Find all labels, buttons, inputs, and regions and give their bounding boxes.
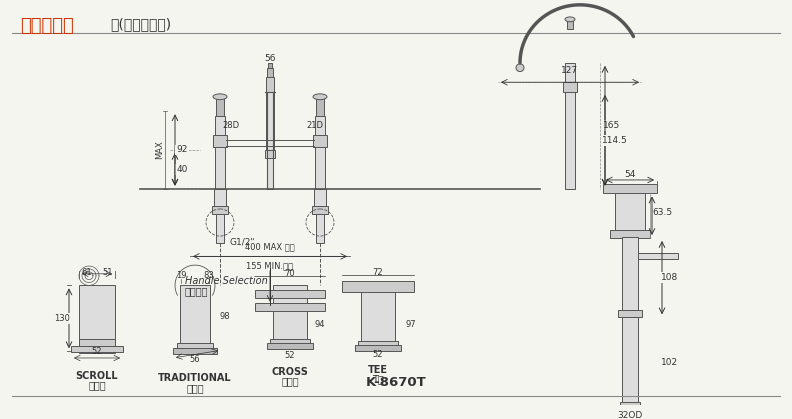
Text: 51: 51: [102, 268, 112, 277]
Bar: [315, 116, 325, 189]
Text: 古典型: 古典型: [186, 383, 204, 393]
Bar: [79, 285, 115, 353]
Bar: [216, 214, 224, 243]
Bar: [268, 63, 272, 68]
Text: 52: 52: [373, 349, 383, 359]
Bar: [173, 348, 217, 354]
Text: 61: 61: [82, 268, 92, 277]
Text: 98: 98: [220, 312, 230, 321]
Text: 155 MIN.最小: 155 MIN.最小: [246, 261, 294, 270]
Text: 56: 56: [265, 54, 276, 62]
Ellipse shape: [565, 17, 575, 22]
Bar: [312, 206, 328, 214]
Bar: [265, 150, 275, 158]
Bar: [213, 135, 227, 147]
Text: 92: 92: [177, 145, 188, 155]
Text: 108: 108: [661, 273, 679, 282]
Text: K-8670T: K-8670T: [366, 376, 426, 389]
Bar: [255, 303, 325, 310]
Bar: [267, 344, 313, 349]
Text: 52: 52: [285, 351, 295, 360]
Bar: [266, 92, 274, 150]
Text: SCROLL: SCROLL: [76, 370, 118, 380]
Text: TEE: TEE: [368, 365, 388, 375]
Bar: [361, 282, 395, 345]
Bar: [603, 184, 657, 194]
Text: MAX: MAX: [155, 141, 164, 159]
Bar: [615, 194, 645, 232]
Text: 72: 72: [373, 268, 383, 277]
Bar: [267, 158, 273, 189]
Text: 97: 97: [406, 320, 417, 328]
Bar: [355, 345, 401, 351]
Bar: [255, 290, 325, 298]
Text: TRADITIONAL: TRADITIONAL: [158, 373, 232, 383]
Text: 52: 52: [92, 347, 102, 356]
Bar: [567, 19, 573, 29]
Text: G1/2": G1/2": [230, 238, 256, 246]
Bar: [316, 97, 324, 116]
Bar: [216, 97, 224, 116]
Text: 165: 165: [604, 121, 621, 130]
Text: 54: 54: [624, 170, 636, 179]
Bar: [79, 339, 115, 347]
Text: 400 MAX 最大: 400 MAX 最大: [246, 243, 295, 251]
Bar: [215, 116, 225, 189]
Bar: [622, 237, 638, 314]
Ellipse shape: [313, 94, 327, 100]
Text: 83: 83: [204, 271, 215, 280]
Bar: [212, 206, 228, 214]
Bar: [563, 82, 577, 92]
Bar: [313, 135, 327, 147]
Bar: [267, 68, 273, 78]
Text: 102: 102: [661, 358, 679, 367]
Bar: [177, 344, 213, 351]
Circle shape: [516, 64, 524, 72]
Bar: [638, 253, 678, 259]
Text: 94: 94: [315, 320, 326, 328]
Text: 28D: 28D: [222, 121, 239, 130]
Text: 130: 130: [54, 314, 70, 323]
Bar: [71, 347, 123, 352]
Text: 把手选择: 把手选择: [185, 286, 208, 296]
Bar: [214, 189, 226, 208]
Text: 63.5: 63.5: [652, 208, 672, 217]
Text: 产品尺寸图: 产品尺寸图: [20, 18, 74, 36]
Text: Handle Selection: Handle Selection: [185, 276, 268, 286]
Text: 波浪型: 波浪型: [88, 380, 106, 390]
Text: 32OD: 32OD: [618, 411, 642, 419]
Text: 21D: 21D: [306, 121, 323, 130]
Bar: [180, 285, 210, 348]
Text: 56: 56: [190, 355, 200, 365]
Bar: [316, 214, 324, 243]
Bar: [358, 341, 398, 348]
Text: 70: 70: [284, 269, 295, 278]
Bar: [342, 281, 414, 292]
Ellipse shape: [213, 94, 227, 100]
Text: 十字型: 十字型: [281, 376, 299, 386]
Bar: [618, 310, 642, 317]
Text: ：(单位：毫米): ：(单位：毫米): [110, 18, 171, 31]
Bar: [270, 339, 310, 347]
Bar: [314, 189, 326, 208]
Text: 114.5: 114.5: [602, 136, 628, 145]
Text: 40: 40: [177, 165, 188, 174]
Text: 127: 127: [562, 67, 579, 75]
Bar: [620, 401, 640, 409]
Text: CROSS: CROSS: [272, 367, 308, 377]
Bar: [610, 230, 650, 238]
Bar: [565, 63, 575, 189]
Text: 19: 19: [176, 271, 186, 280]
Bar: [273, 285, 307, 344]
Bar: [622, 317, 638, 404]
Bar: [266, 78, 274, 92]
Text: T型: T型: [372, 375, 384, 384]
